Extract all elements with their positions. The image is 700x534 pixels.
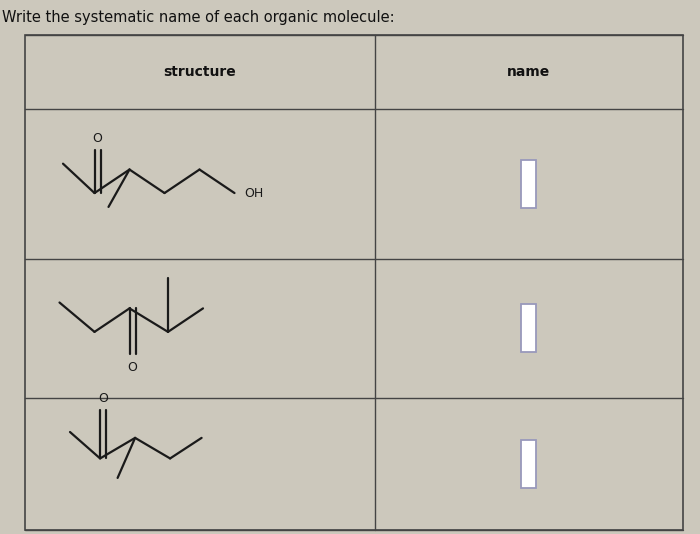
Text: structure: structure xyxy=(163,65,236,79)
Bar xyxy=(521,440,536,488)
Text: O: O xyxy=(127,360,137,374)
Bar xyxy=(521,160,536,208)
Text: name: name xyxy=(507,65,550,79)
Text: OH: OH xyxy=(244,186,264,200)
Text: Write the systematic name of each organic molecule:: Write the systematic name of each organi… xyxy=(2,10,395,25)
Bar xyxy=(521,304,536,352)
Text: O: O xyxy=(92,132,102,145)
Text: O: O xyxy=(98,392,108,405)
